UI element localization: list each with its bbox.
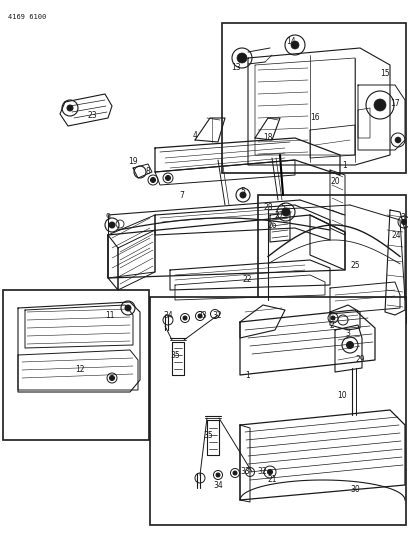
Text: 11: 11 (105, 311, 115, 319)
Text: 25: 25 (350, 261, 360, 270)
Text: 9: 9 (106, 213, 111, 222)
Text: 4169 6100: 4169 6100 (8, 14, 46, 20)
Text: 33: 33 (197, 311, 207, 319)
Circle shape (183, 316, 187, 320)
Circle shape (198, 314, 202, 318)
Text: 7: 7 (180, 191, 184, 200)
Text: 16: 16 (310, 114, 320, 123)
Text: 20: 20 (330, 177, 340, 187)
Text: 35: 35 (203, 431, 213, 440)
Circle shape (331, 316, 335, 320)
Text: 29: 29 (355, 356, 365, 365)
Bar (222, 23, 406, 173)
Text: 23: 23 (87, 110, 97, 119)
Text: 27: 27 (274, 212, 284, 221)
Text: 26: 26 (267, 222, 277, 230)
Text: 1: 1 (246, 372, 251, 381)
Text: 15: 15 (380, 69, 390, 77)
Text: 4: 4 (193, 131, 197, 140)
Circle shape (401, 220, 406, 224)
Circle shape (282, 208, 290, 216)
Text: 18: 18 (263, 133, 273, 142)
Circle shape (395, 137, 401, 143)
Text: 5: 5 (281, 204, 286, 213)
Circle shape (67, 105, 73, 111)
Circle shape (240, 192, 246, 198)
Text: 5: 5 (241, 188, 246, 197)
Circle shape (109, 222, 115, 228)
Circle shape (268, 470, 273, 474)
Circle shape (237, 53, 247, 63)
Circle shape (109, 376, 115, 381)
Text: 30: 30 (350, 486, 360, 495)
Text: 24: 24 (391, 230, 401, 239)
Circle shape (346, 342, 353, 349)
Circle shape (125, 305, 131, 311)
Text: 21: 21 (267, 475, 277, 484)
Text: 1: 1 (343, 160, 347, 169)
Text: 8: 8 (146, 167, 151, 176)
Text: 28: 28 (263, 203, 273, 212)
Text: 10: 10 (337, 391, 347, 400)
Text: 13: 13 (231, 62, 241, 71)
Text: 12: 12 (75, 366, 85, 375)
Text: 2: 2 (330, 320, 335, 329)
Circle shape (374, 99, 386, 111)
Text: 17: 17 (390, 99, 400, 108)
Bar (3, 290, 149, 440)
Bar (258, 195, 406, 323)
Text: 22: 22 (242, 276, 252, 285)
Text: 32: 32 (257, 467, 267, 477)
Text: 35: 35 (170, 351, 180, 359)
Text: 19: 19 (128, 157, 138, 166)
Bar (150, 297, 406, 525)
Circle shape (291, 41, 299, 49)
Circle shape (216, 473, 220, 477)
Circle shape (233, 471, 237, 475)
Text: 14: 14 (286, 37, 296, 46)
Text: 32: 32 (212, 311, 222, 319)
Text: 34: 34 (213, 481, 223, 489)
Text: 3: 3 (346, 328, 350, 337)
Circle shape (151, 177, 155, 182)
Text: 34: 34 (163, 311, 173, 319)
Text: 33: 33 (240, 467, 250, 477)
Circle shape (166, 175, 171, 181)
Text: 3: 3 (401, 214, 406, 222)
